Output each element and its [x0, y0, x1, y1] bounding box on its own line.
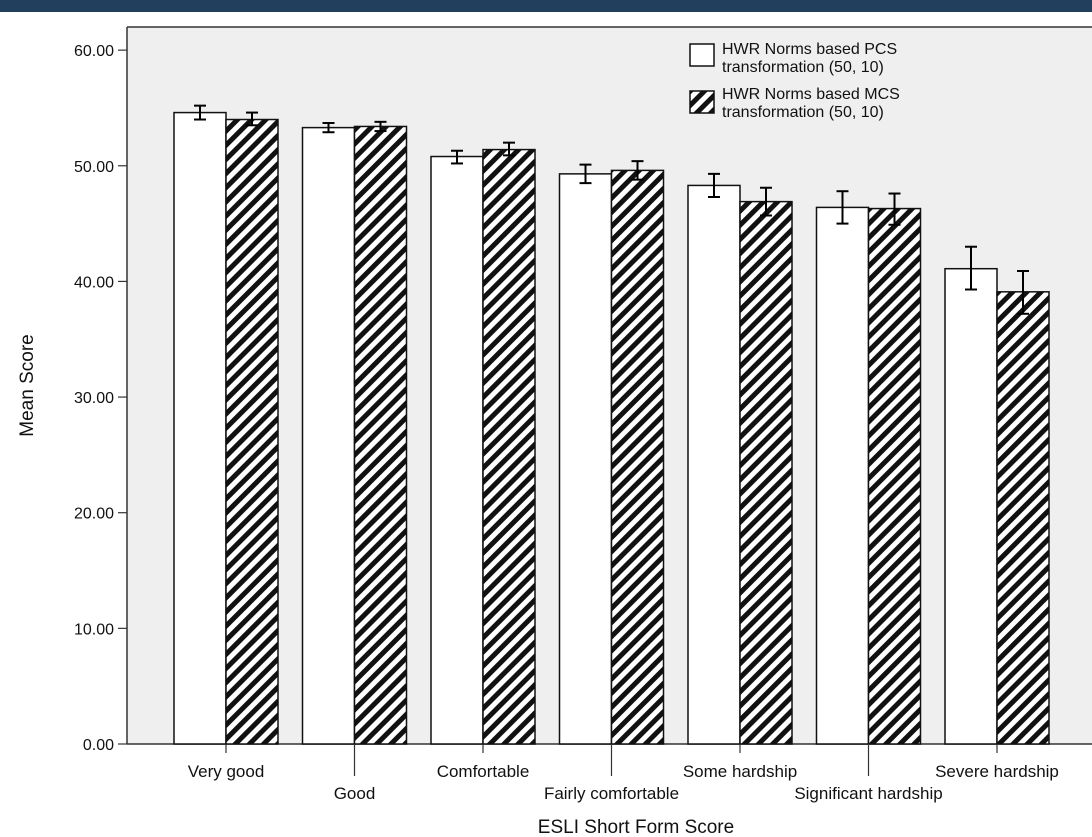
bar-mcs-7 [996, 291, 1050, 745]
y-tick-label: 20.00 [74, 506, 114, 523]
legend: HWR Norms based PCS transformation (50, … [689, 41, 904, 121]
y-tick-label: 60.00 [74, 43, 114, 60]
legend-label-mcs-line1: HWR Norms based MCS [722, 86, 900, 103]
legend-label-pcs-line2: transformation (50, 10) [722, 59, 884, 76]
legend-label-mcs-line2: transformation (50, 10) [722, 104, 884, 121]
bar-pcs-4 [558, 173, 613, 745]
x-axis-title: ESLI Short Form Score [538, 817, 734, 837]
legend-swatch-mcs [689, 90, 715, 114]
y-tick-label: 40.00 [74, 274, 114, 291]
x-category-label: Some hardship [683, 762, 797, 781]
legend-swatch-pcs [689, 43, 715, 67]
x-category-label: Comfortable [437, 762, 530, 781]
bar-mcs-6 [867, 207, 922, 745]
x-category-label: Fairly comfortable [544, 784, 679, 803]
bar-mcs-5 [739, 200, 793, 745]
y-tick-label: 50.00 [74, 159, 114, 176]
bar-pcs-2 [301, 126, 356, 745]
x-category-label: Good [334, 784, 376, 803]
x-category-label: Severe hardship [935, 762, 1059, 781]
legend-label-pcs: HWR Norms based PCS transformation (50, … [722, 41, 902, 76]
bar-pcs-3 [430, 155, 484, 745]
y-axis-title: Mean Score [17, 334, 38, 436]
top-border-band [0, 0, 1092, 12]
bar-pcs-7 [944, 267, 998, 745]
bar-mcs-4 [610, 169, 665, 745]
bar-pcs-1 [173, 111, 227, 745]
x-category-label: Significant hardship [794, 784, 942, 803]
y-tick-label: 10.00 [74, 621, 114, 638]
legend-label-mcs: HWR Norms based MCS transformation (50, … [722, 86, 904, 121]
x-category-label: Very good [188, 762, 265, 781]
bar-pcs-5 [687, 184, 741, 745]
y-tick-label: 30.00 [74, 390, 114, 407]
bar-mcs-3 [482, 148, 536, 745]
legend-label-pcs-line1: HWR Norms based PCS [722, 41, 897, 58]
bar-pcs-6 [815, 206, 870, 745]
bar-mcs-1 [225, 118, 279, 745]
bar-mcs-2 [353, 125, 408, 745]
y-tick-label: 0.00 [83, 737, 114, 754]
